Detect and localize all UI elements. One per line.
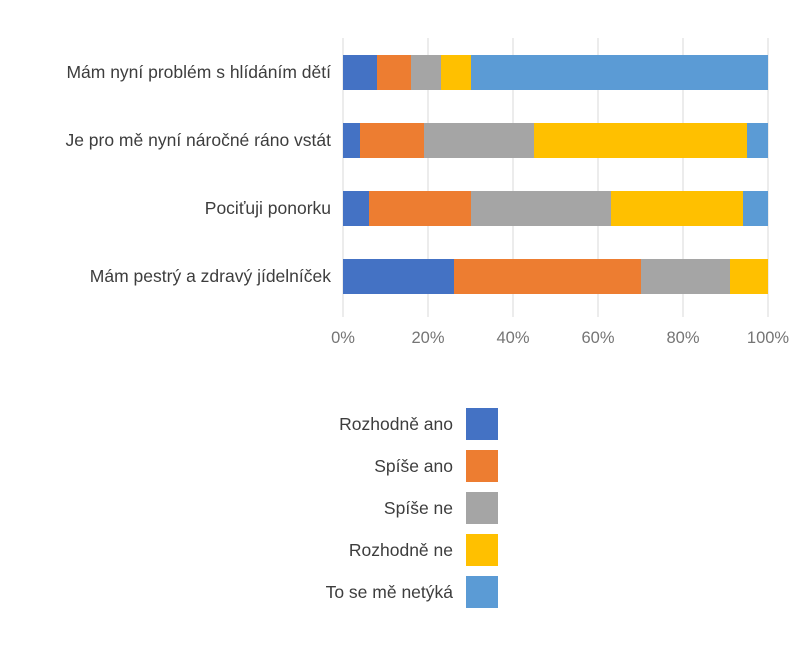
legend-item: To se mě netýká [326,576,498,608]
legend-swatch [466,534,498,566]
bar-segment [377,54,411,90]
bar [343,54,768,90]
legend-item: Rozhodně ano [339,408,498,440]
category-label: Mám nyní problém s hlídáním dětí [66,61,331,82]
bar-segment [411,54,441,90]
category-label: Je pro mě nyní náročné ráno vstát [65,129,331,150]
legend-label: Rozhodně ne [348,539,453,560]
category-axis: Mám nyní problém s hlídáním dětí Je pro m… [0,38,331,310]
legend-item: Rozhodně ne [349,534,498,566]
legend-label: Rozhodně ano [339,413,453,434]
x-axis-tick-label: 0% [331,329,355,347]
legend-label: Spíše ano [374,455,453,476]
legend-item: Spíše ano [374,450,498,482]
legend-swatch [466,408,498,440]
bar-segment [343,258,454,294]
bar-segment [453,258,641,294]
legend-label: Spíše ne [383,497,453,518]
bar-segment [343,122,360,158]
bar-segment [440,54,471,90]
x-axis-tick-label: 80% [666,329,700,347]
bar-segment [534,122,747,158]
legend-swatch [466,492,498,524]
gridline [342,38,344,317]
x-axis-tick-label: 20% [411,329,445,347]
bar-segment [610,190,743,226]
legend-swatch [466,450,498,482]
category-label: Pociťuji ponorku [204,197,331,218]
legend-label: To se mě netýká [325,581,453,602]
bar-segment [742,190,768,226]
bar [343,190,768,226]
x-axis-tick-label: 100% [746,329,790,347]
bar [343,122,768,158]
bar-segment [640,258,730,294]
gridline [682,38,684,317]
bar-segment [746,122,768,158]
gridline [767,38,769,317]
bar-segment [729,258,768,294]
gridline [597,38,599,317]
gridline [512,38,514,317]
bar [343,258,768,294]
legend: Rozhodně ano Spíše ano Spíše ne Rozhodně ne… [0,408,498,608]
x-axis-tick-label: 40% [496,329,530,347]
gridline [427,38,429,317]
bar-segment [470,190,611,226]
bar-segment [423,122,535,158]
bar-segment [360,122,424,158]
category-label: Mám pestrý a zdravý jídelníček [89,265,331,286]
legend-swatch [466,576,498,608]
bar-segment [343,54,377,90]
bar-segment [368,190,471,226]
legend-item: Spíše ne [384,492,498,524]
bar-segment [470,54,768,90]
x-axis-tick-label: 60% [581,329,615,347]
bar-segment [343,190,369,226]
plot-area: 0% 20% 40% 60% 80% 100% [331,38,789,347]
